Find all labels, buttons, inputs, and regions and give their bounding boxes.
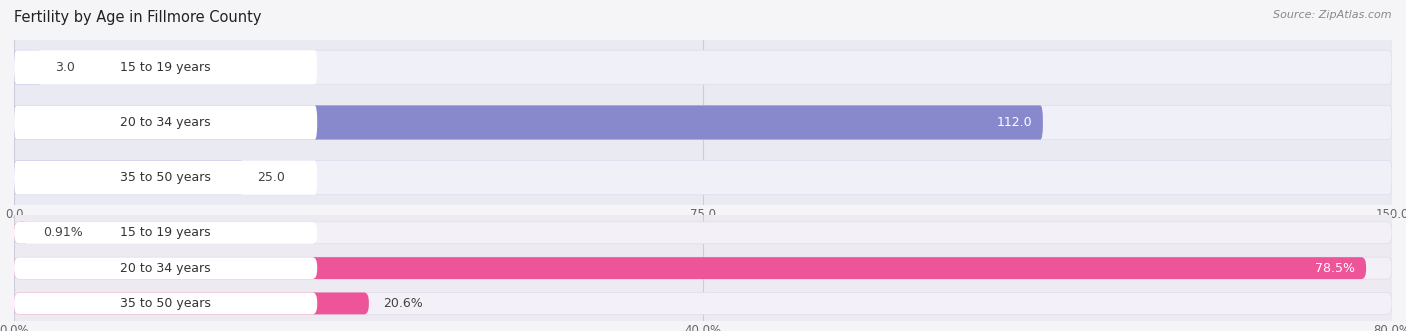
- Text: 78.5%: 78.5%: [1315, 261, 1355, 275]
- FancyBboxPatch shape: [14, 222, 30, 244]
- FancyBboxPatch shape: [14, 105, 318, 140]
- FancyBboxPatch shape: [14, 293, 318, 314]
- FancyBboxPatch shape: [14, 293, 368, 314]
- FancyBboxPatch shape: [14, 161, 243, 195]
- FancyBboxPatch shape: [14, 161, 318, 195]
- FancyBboxPatch shape: [14, 50, 1392, 84]
- FancyBboxPatch shape: [14, 257, 318, 279]
- Text: 35 to 50 years: 35 to 50 years: [120, 297, 211, 310]
- FancyBboxPatch shape: [14, 257, 1367, 279]
- FancyBboxPatch shape: [14, 222, 1392, 244]
- FancyBboxPatch shape: [14, 161, 1392, 195]
- FancyBboxPatch shape: [14, 293, 1392, 314]
- FancyBboxPatch shape: [14, 222, 318, 244]
- Text: 20 to 34 years: 20 to 34 years: [121, 116, 211, 129]
- FancyBboxPatch shape: [14, 257, 1392, 279]
- Text: Fertility by Age in Fillmore County: Fertility by Age in Fillmore County: [14, 10, 262, 25]
- FancyBboxPatch shape: [14, 105, 1043, 140]
- Text: 35 to 50 years: 35 to 50 years: [120, 171, 211, 184]
- Text: 15 to 19 years: 15 to 19 years: [121, 226, 211, 239]
- Text: 0.91%: 0.91%: [44, 226, 83, 239]
- Text: Source: ZipAtlas.com: Source: ZipAtlas.com: [1274, 10, 1392, 20]
- Text: 25.0: 25.0: [257, 171, 285, 184]
- Text: 20.6%: 20.6%: [382, 297, 422, 310]
- FancyBboxPatch shape: [14, 50, 42, 84]
- Text: 15 to 19 years: 15 to 19 years: [121, 61, 211, 74]
- FancyBboxPatch shape: [14, 50, 318, 84]
- Text: 3.0: 3.0: [55, 61, 76, 74]
- Text: 20 to 34 years: 20 to 34 years: [121, 261, 211, 275]
- FancyBboxPatch shape: [14, 105, 1392, 140]
- Text: 112.0: 112.0: [997, 116, 1032, 129]
